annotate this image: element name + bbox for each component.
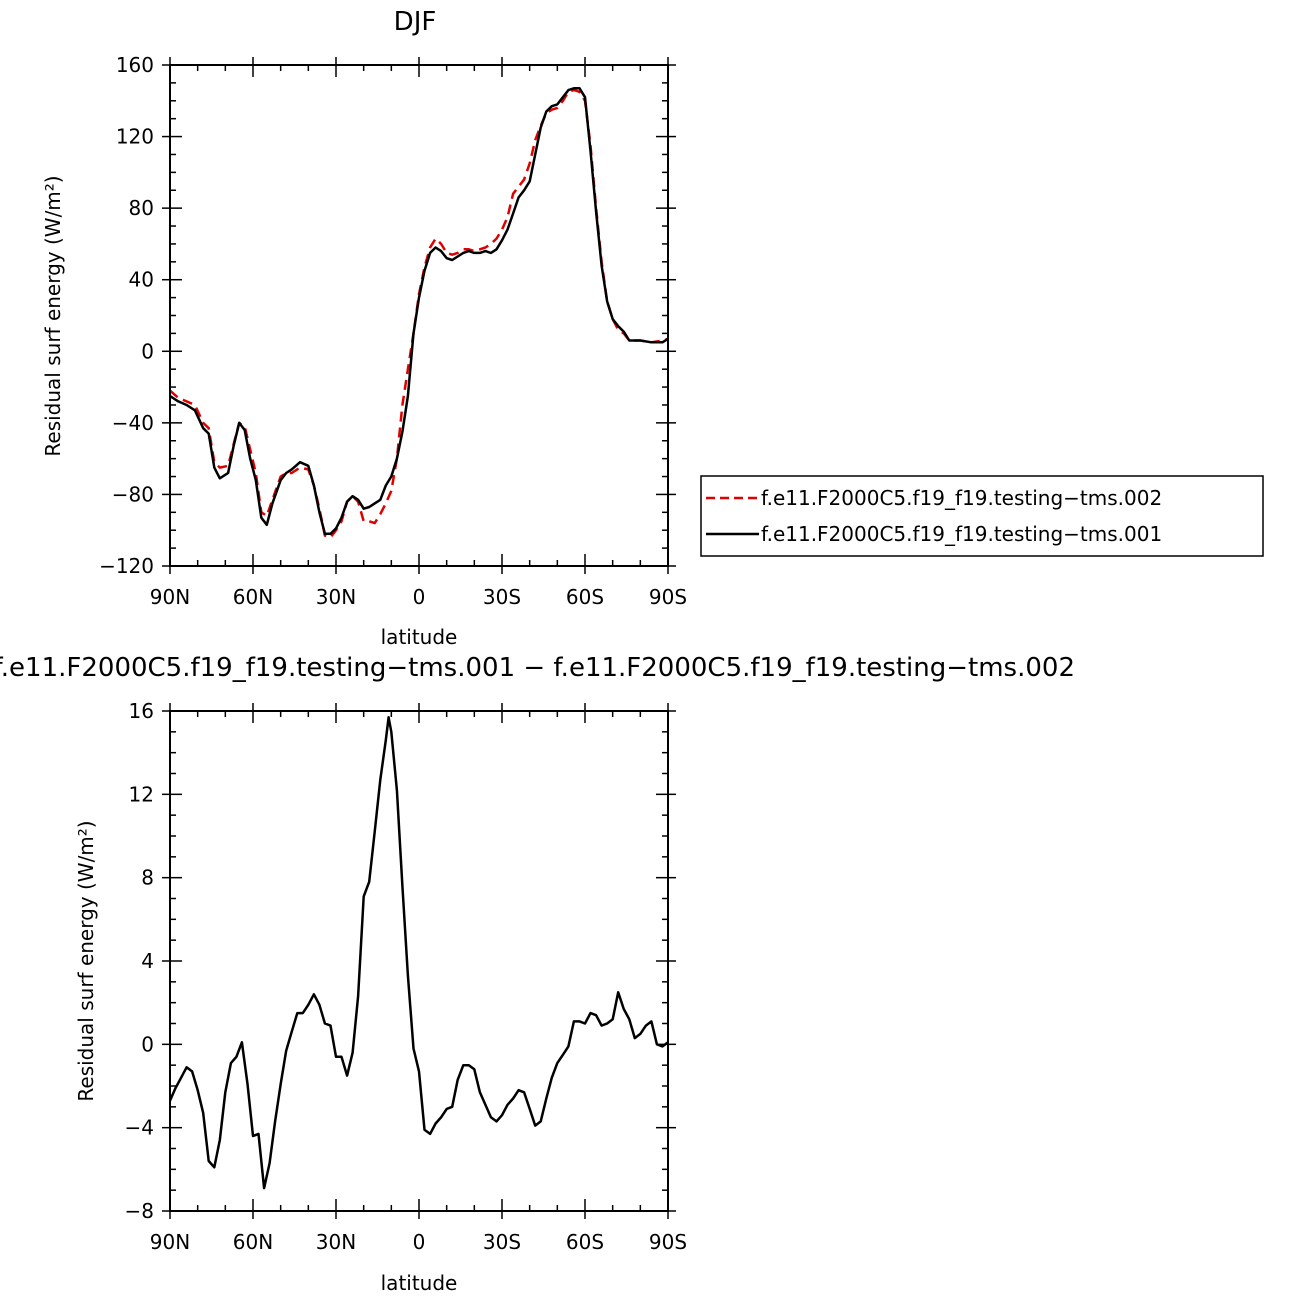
top-plot-lines: [170, 87, 668, 539]
bottom-y-tick-label: 16: [129, 699, 154, 723]
bottom-y-tick-label: 8: [141, 866, 154, 890]
legend-label-series-001: f.e11.F2000C5.f19_f19.testing−tms.001: [761, 522, 1162, 546]
top-y-tick-label: 120: [116, 125, 154, 149]
top-series-line-2: [170, 87, 668, 536]
bottom-y-tick-label: 0: [141, 1032, 154, 1056]
bottom-y-tick-label: 4: [141, 949, 154, 973]
bottom-x-tick-label: 90S: [649, 1230, 687, 1254]
top-y-tick-label: 40: [129, 268, 154, 292]
top-x-tick-labels: 90N 60N 30N 0 30S 60S 90S: [150, 585, 687, 609]
legend-box: [700, 475, 1264, 557]
top-y-tick-label: 160: [116, 53, 154, 77]
bottom-x-tick-label: 60S: [566, 1230, 604, 1254]
bottom-chart-title: f.e11.F2000C5.f19_f19.testing−tms.001 − …: [0, 653, 1075, 683]
top-y-tick-label: −120: [99, 554, 154, 578]
top-x-tick-label: 90S: [649, 585, 687, 609]
top-x-tick-label: 30N: [316, 585, 356, 609]
top-x-tick-label: 90N: [150, 585, 190, 609]
top-x-tick-label: 30S: [483, 585, 521, 609]
bottom-y-tick-label: −4: [125, 1116, 154, 1140]
bottom-plot-frame: [169, 710, 669, 1212]
bottom-axis-ticks: [162, 703, 676, 1219]
bottom-x-axis-label: latitude: [381, 1271, 458, 1295]
bottom-y-tick-label: 12: [129, 782, 154, 806]
bottom-series-line-1: [170, 716, 668, 1190]
bottom-y-tick-labels: −8 −4 0 4 8 12 16: [125, 699, 154, 1223]
top-y-tick-label: 0: [141, 339, 154, 363]
bottom-x-tick-label: 0: [413, 1230, 426, 1254]
bottom-x-tick-label: 30N: [316, 1230, 356, 1254]
bottom-x-tick-label: 30S: [483, 1230, 521, 1254]
legend-label-series-002: f.e11.F2000C5.f19_f19.testing−tms.002: [761, 486, 1162, 510]
top-series-line-1: [170, 88, 668, 539]
top-x-tick-label: 60N: [233, 585, 273, 609]
top-chart-panel: DJF 90N 60N 30N 0 30S 60S 90S −120 −80 −40 0 40 80 1…: [41, 7, 687, 649]
legend: f.e11.F2000C5.f19_f19.testing−tms.002 f.…: [700, 475, 1264, 557]
top-chart-title: DJF: [394, 7, 437, 37]
bottom-x-tick-label: 60N: [233, 1230, 273, 1254]
bottom-y-tick-label: −8: [125, 1199, 154, 1223]
bottom-chart-panel: f.e11.F2000C5.f19_f19.testing−tms.001 − …: [0, 653, 1075, 1295]
bottom-x-tick-labels: 90N 60N 30N 0 30S 60S 90S: [150, 1230, 687, 1254]
top-y-tick-label: −40: [112, 411, 154, 435]
top-x-axis-label: latitude: [381, 625, 458, 649]
top-axis-ticks: [162, 57, 676, 574]
top-y-tick-labels: −120 −80 −40 0 40 80 120 160: [99, 53, 154, 578]
bottom-plot-lines: [170, 716, 668, 1190]
top-x-tick-label: 60S: [566, 585, 604, 609]
top-plot-frame: [169, 64, 669, 567]
bottom-y-axis-label: Residual surf energy (W/m²): [74, 820, 98, 1101]
bottom-x-tick-label: 90N: [150, 1230, 190, 1254]
top-y-axis-label: Residual surf energy (W/m²): [41, 175, 65, 456]
top-y-tick-label: 80: [129, 196, 154, 220]
top-x-tick-label: 0: [413, 585, 426, 609]
top-y-tick-label: −80: [112, 482, 154, 506]
